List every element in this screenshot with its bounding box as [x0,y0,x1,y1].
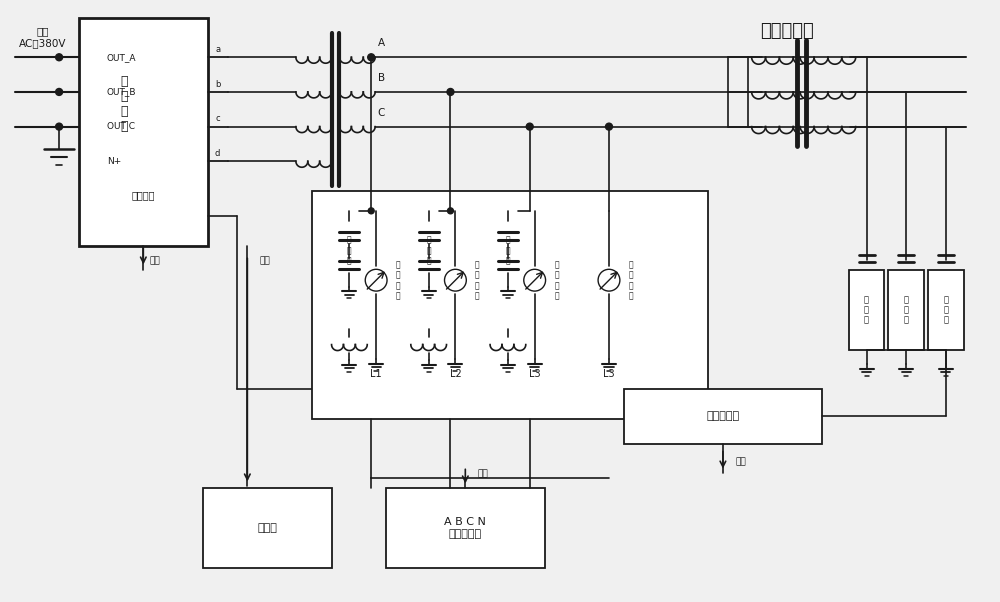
Text: A B C N
高压测量盒: A B C N 高压测量盒 [444,517,486,539]
Text: OUT C: OUT C [107,122,135,131]
Text: L1: L1 [370,369,382,379]
Circle shape [56,54,63,61]
Text: 可
调
电
感: 可 调 电 感 [396,260,400,300]
Bar [79,17,208,246]
Bar [888,270,924,350]
Text: b: b [215,79,220,88]
Text: 通信: 通信 [735,457,746,466]
Circle shape [447,88,454,95]
Text: 检
测
仪: 检 测 仪 [904,295,909,325]
Text: 同步信号: 同步信号 [132,190,155,200]
Text: 检
测
仪: 检 测 仪 [943,295,948,325]
Circle shape [368,208,374,214]
Circle shape [56,123,63,130]
Text: 分
压
器: 分 压 器 [347,235,352,265]
Bar [928,270,964,350]
Circle shape [56,88,63,95]
Text: 控制柜: 控制柜 [257,523,277,533]
Text: 检
测
仪: 检 测 仪 [864,295,869,325]
Text: 分
压
器: 分 压 器 [506,235,510,265]
Text: OUT_B: OUT_B [107,87,136,96]
Text: c: c [215,114,220,123]
Circle shape [368,54,375,61]
Text: 可
调
电
感: 可 调 电 感 [554,260,559,300]
Text: A: A [378,39,385,48]
Bar [203,488,332,568]
Text: B: B [378,73,385,83]
Bar [312,191,708,419]
Bar [386,488,545,568]
Circle shape [606,123,612,130]
Bar [624,389,822,444]
Text: 通信: 通信 [150,256,161,265]
Text: L3: L3 [603,369,615,379]
Text: 三相
AC～380V: 三相 AC～380V [19,26,66,48]
Text: 通信: 通信 [260,256,271,265]
Text: 变
频
电
源: 变 频 电 源 [120,75,128,133]
Text: L3: L3 [529,369,540,379]
Text: a: a [215,45,220,54]
Text: OUT_A: OUT_A [107,53,136,62]
Text: 可
调
电
感: 可 调 电 感 [475,260,480,300]
Text: 局部放电仪: 局部放电仪 [706,411,739,421]
Text: 被试变压器: 被试变压器 [760,22,814,40]
Text: d: d [215,149,220,158]
Circle shape [526,123,533,130]
Text: L2: L2 [450,369,461,379]
Circle shape [447,208,453,214]
Text: C: C [377,108,385,118]
Text: 分
压
器: 分 压 器 [426,235,431,265]
Bar [849,270,884,350]
Text: N+: N+ [107,157,121,166]
Text: 通信: 通信 [478,469,489,478]
Text: 可
调
电
感: 可 调 电 感 [628,260,633,300]
